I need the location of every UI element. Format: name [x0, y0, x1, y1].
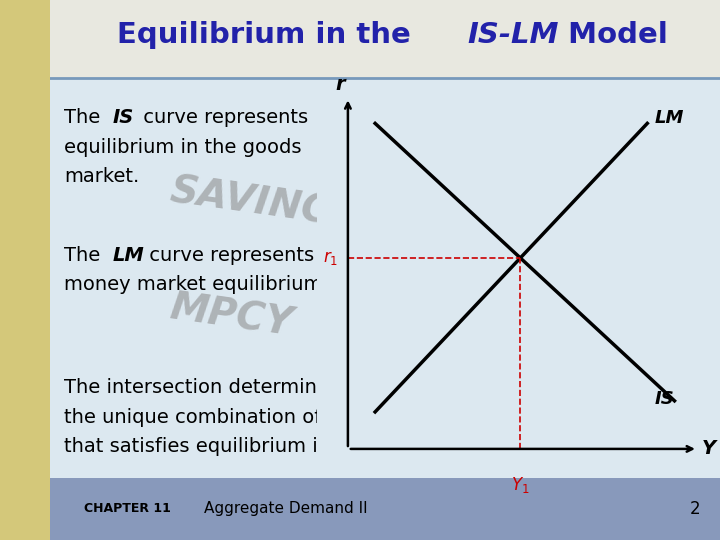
Text: 2: 2	[689, 500, 700, 518]
Text: MPCY: MPCY	[168, 288, 295, 343]
Text: LM: LM	[655, 109, 685, 127]
Text: money market equilibrium.: money market equilibrium.	[64, 275, 328, 294]
Text: LM: LM	[112, 246, 145, 265]
Text: Aggregate Demand II: Aggregate Demand II	[204, 502, 368, 516]
Text: The intersection determines: The intersection determines	[64, 378, 339, 397]
Text: Y: Y	[318, 408, 333, 427]
Text: and: and	[335, 408, 384, 427]
Text: curve represents: curve represents	[138, 108, 309, 127]
Text: equilibrium in the goods: equilibrium in the goods	[64, 138, 301, 157]
Text: IS-LM: IS-LM	[467, 21, 559, 49]
Text: Model: Model	[558, 21, 668, 49]
Text: CHAPTER 11: CHAPTER 11	[84, 502, 171, 516]
Text: r: r	[336, 75, 345, 94]
Text: the unique combination of: the unique combination of	[64, 408, 328, 427]
Text: IS: IS	[655, 390, 675, 408]
Text: SAVING: SAVING	[168, 172, 336, 233]
Text: that satisfies equilibrium in both markets.: that satisfies equilibrium in both marke…	[64, 437, 472, 456]
Text: $Y_1$: $Y_1$	[511, 475, 530, 495]
Text: Equilibrium in the: Equilibrium in the	[117, 21, 421, 49]
Text: market.: market.	[64, 167, 139, 186]
Text: The: The	[64, 246, 107, 265]
Text: curve represents: curve represents	[143, 246, 314, 265]
Text: The: The	[64, 108, 107, 127]
Text: r: r	[380, 408, 390, 427]
Text: IS: IS	[112, 108, 134, 127]
Bar	[50, 0, 720, 78]
Text: $r_1$: $r_1$	[323, 249, 338, 267]
Text: Y: Y	[702, 440, 716, 458]
